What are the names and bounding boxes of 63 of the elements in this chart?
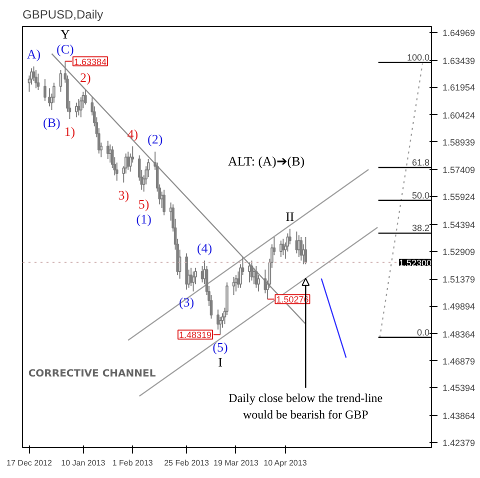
candlestick <box>192 270 195 292</box>
annotation: 38.2 <box>412 223 430 234</box>
annotation: 61.8 <box>412 158 430 168</box>
annotation: Daily close below the trend-line would be bearish for GBP <box>228 390 383 422</box>
candlestick <box>75 102 78 118</box>
y-tick-label: 1.64969 <box>442 28 476 38</box>
annotation: 2) <box>80 70 91 86</box>
y-tick-label: 1.48364 <box>442 329 476 340</box>
y-tick-label: 1.52909 <box>442 246 476 257</box>
annotation: 1) <box>64 124 76 140</box>
candlestick <box>248 262 251 283</box>
annotation: 0.0 <box>416 327 430 338</box>
x-tick-label: 10 Apr 2013 <box>264 458 308 468</box>
candlestick <box>44 78 46 102</box>
x-tick-label: 19 Mar 2013 <box>214 458 259 468</box>
y-tick-label: 1.61954 <box>442 82 476 93</box>
annotation: I <box>218 354 222 370</box>
annotation: 4) <box>127 126 138 142</box>
candlestick <box>232 276 236 296</box>
y-tick-label: 1.58939 <box>442 137 476 148</box>
annotation: A) <box>26 46 41 62</box>
annotation: (C) <box>56 41 74 56</box>
x-tick-label: 10 Jan 2013 <box>61 458 106 468</box>
annotation: 100.0 <box>406 52 430 62</box>
x-tick-label: 25 Feb 2013 <box>164 458 210 468</box>
candlestick <box>106 140 110 160</box>
annotation: 1.63384 <box>74 56 106 67</box>
y-tick-label: 1.60424 <box>442 110 476 120</box>
annotation: ALT: (A)➔(B) <box>228 154 305 169</box>
candlestick <box>298 234 300 258</box>
annotation: 1.48319 <box>178 330 212 340</box>
y-tick-label: 1.54394 <box>442 220 476 230</box>
annotation: (2) <box>148 132 163 147</box>
annotation: Y <box>60 26 71 42</box>
annotation: II <box>286 208 294 224</box>
annotation: (5) <box>212 340 228 355</box>
annotation: (B) <box>43 114 60 130</box>
y-tick-label: 1.45394 <box>442 383 476 394</box>
candlestick <box>36 73 40 91</box>
ref-line-label: 1.52300 <box>398 258 432 268</box>
annotation: 5) <box>138 196 150 212</box>
annotation: (4) <box>196 240 212 256</box>
y-tick-label: 1.42379 <box>442 438 476 448</box>
annotation: CORRECTIVE CHANNEL <box>28 368 156 380</box>
y-tick-label: 1.43864 <box>442 410 476 421</box>
x-tick-label: 1 Feb 2013 <box>112 458 154 468</box>
annotation: 3) <box>118 188 130 203</box>
x-tick-label: 17 Dec 2012 <box>6 458 52 468</box>
candlestick <box>126 151 130 170</box>
annotation: (3) <box>178 294 194 310</box>
annotation: (1) <box>136 212 152 227</box>
y-tick-label: 1.49894 <box>442 302 476 312</box>
chart-title: GBPUSD,Daily <box>22 8 104 22</box>
candlestick <box>280 240 282 258</box>
candlestick <box>162 189 166 216</box>
y-tick-label: 1.46879 <box>442 356 476 366</box>
candlestick <box>234 274 238 292</box>
annotation: 50.0 <box>412 190 430 200</box>
candlestick <box>59 70 62 92</box>
y-tick-label: 1.51379 <box>442 274 476 285</box>
y-tick-label: 1.57409 <box>442 165 476 176</box>
y-tick-label: 1.63439 <box>442 56 476 66</box>
y-tick-label: 1.55924 <box>442 192 476 202</box>
